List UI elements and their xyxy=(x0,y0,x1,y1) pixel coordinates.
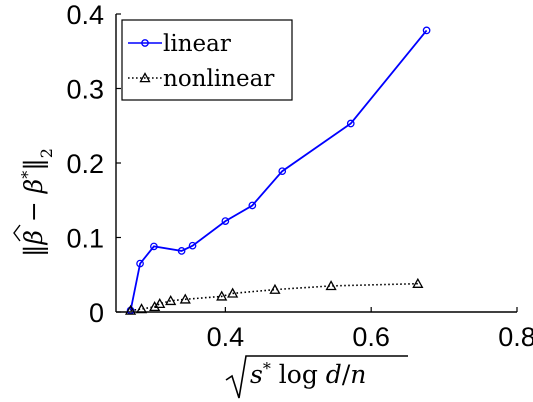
data-point-nonlinear xyxy=(179,293,191,304)
x-tick-label: 0.4 xyxy=(207,322,245,352)
y-tick-label: 0.2 xyxy=(66,149,104,179)
legend-swatch-marker-linear xyxy=(141,39,149,47)
data-point-nonlinear xyxy=(154,297,166,309)
legend-label-linear: linear xyxy=(163,31,231,57)
data-point-nonlinear xyxy=(325,280,337,291)
data-point-linear xyxy=(150,242,158,251)
data-point-linear xyxy=(278,167,287,176)
data-point-nonlinear xyxy=(135,303,148,314)
x-axis-label: s* log d/n xyxy=(225,355,408,399)
data-point-linear xyxy=(136,259,144,268)
plot-area xyxy=(124,26,431,315)
y-tick-label: 0 xyxy=(89,298,104,328)
y-axis-label-hat xyxy=(13,224,21,242)
y-tick-label: 0.3 xyxy=(66,75,104,105)
legend-box xyxy=(121,19,293,101)
axis-ticks: 0.4 0.6 0.8 0 0.1 0.2 0.3 0.4 xyxy=(66,0,533,352)
y-axis-label-text: ‖β − β*‖2 xyxy=(18,148,56,257)
data-point-nonlinear xyxy=(412,277,424,288)
x-tick-label: 0.6 xyxy=(352,322,390,352)
data-point-nonlinear xyxy=(124,304,137,315)
data-point-nonlinear xyxy=(269,283,281,294)
data-point-linear xyxy=(346,119,355,128)
data-point-linear xyxy=(188,241,197,250)
series-line-nonlinear xyxy=(130,282,418,312)
data-point-nonlinear xyxy=(165,294,177,306)
y-axis-label: ‖β − β*‖2 xyxy=(13,148,56,257)
data-point-linear xyxy=(177,247,186,255)
legend-label-nonlinear: nonlinear xyxy=(163,66,274,92)
y-tick-label: 0.4 xyxy=(66,0,104,30)
legend: linear nonlinear xyxy=(121,19,293,101)
axis-labels: s* log d/n ‖β − β*‖2 xyxy=(13,148,408,399)
data-point-nonlinear xyxy=(149,300,161,312)
data-point-linear xyxy=(221,217,230,225)
data-point-linear xyxy=(248,201,257,210)
x-axis-label-text: s* log d/n xyxy=(250,359,366,390)
data-point-linear xyxy=(422,26,431,35)
data-point-nonlinear xyxy=(216,290,228,301)
x-axis-radical-sign xyxy=(225,355,408,399)
series-line-linear xyxy=(129,29,428,311)
data-point-nonlinear xyxy=(227,287,239,298)
legend-swatch-marker-nonlinear xyxy=(139,72,151,83)
x-tick-label: 0.8 xyxy=(498,322,533,352)
y-tick-label: 0.1 xyxy=(66,224,104,254)
